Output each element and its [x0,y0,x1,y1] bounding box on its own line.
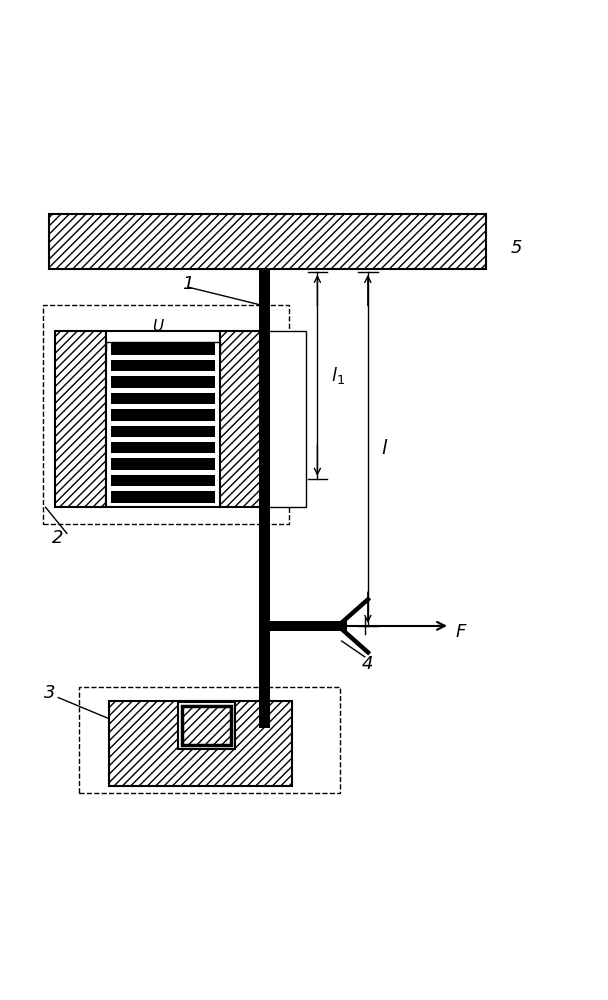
Bar [43,305,289,524]
Text: $F$: $F$ [455,623,468,641]
Bar [111,475,215,486]
Bar [219,331,260,507]
Text: 2: 2 [52,529,63,547]
Bar [111,426,215,437]
Bar [178,702,235,749]
Bar [111,360,215,371]
Text: 1: 1 [182,275,194,293]
Bar [111,409,215,421]
Bar [264,621,347,631]
Text: 4: 4 [362,655,373,673]
Bar [49,214,486,269]
Bar [111,491,215,503]
Bar [111,376,215,388]
Bar [55,331,106,507]
Text: $l_1$: $l_1$ [331,365,345,386]
Bar [109,701,292,786]
Text: $l$: $l$ [381,439,389,458]
Text: 5: 5 [511,239,522,257]
Bar [111,458,215,470]
Text: 3: 3 [44,684,55,702]
Text: U: U [153,319,164,334]
Bar [260,331,306,507]
Bar [106,331,220,507]
Bar [111,442,215,453]
Bar [182,706,231,745]
Bar [111,393,215,404]
Bar [259,269,270,728]
Bar [79,687,340,793]
Bar [111,343,215,355]
